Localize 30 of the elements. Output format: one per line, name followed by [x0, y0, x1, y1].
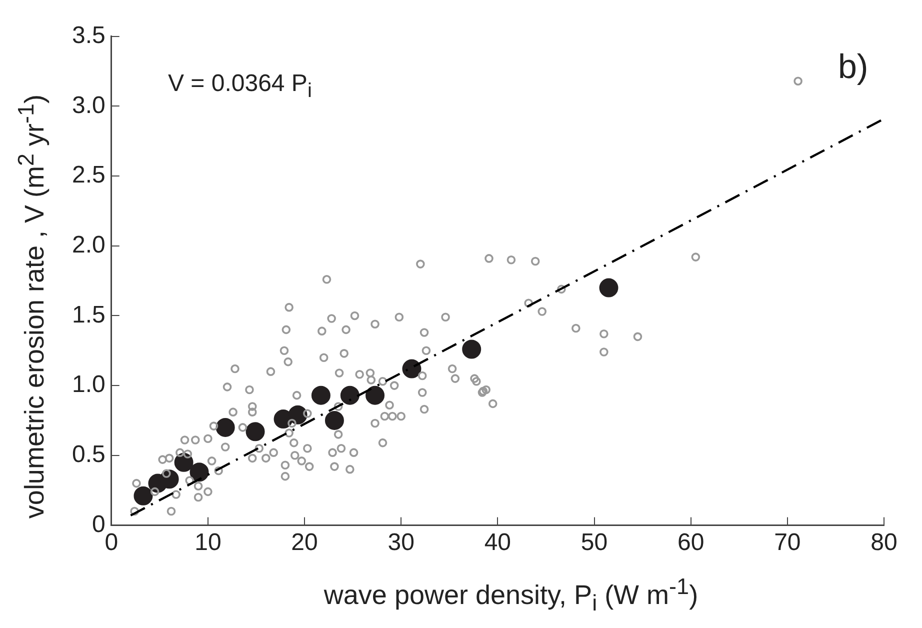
x-tick-label: 80 [870, 529, 898, 556]
y-tick-label: 3.5 [72, 22, 106, 50]
y-tick-label: 0 [92, 510, 106, 538]
annotation: b) [838, 48, 868, 87]
annotation: V = 0.0364 P$_{i}$ [168, 70, 312, 103]
x-tick-label: 70 [774, 529, 801, 556]
point [324, 410, 344, 430]
point [216, 418, 235, 437]
x-axis-title: wave power density, P$_{i}$ (W m$^{-1}$) [322, 574, 700, 616]
x-tick-label: 20 [291, 529, 318, 556]
point [402, 359, 422, 378]
x-tick-label: 60 [677, 529, 704, 556]
y-tick-label: 1.5 [72, 301, 106, 328]
x-tick-label: 40 [484, 529, 512, 556]
point [599, 278, 618, 298]
y-tick-label: 3.0 [72, 92, 106, 119]
point [311, 386, 330, 405]
point [340, 386, 360, 405]
x-tick-label: 50 [580, 529, 608, 556]
x-tick-label: 30 [388, 529, 414, 556]
point [366, 386, 385, 405]
point [462, 340, 482, 359]
point [246, 422, 265, 442]
y-tick-label: 2.5 [72, 162, 106, 189]
x-tick-label: 10 [194, 529, 222, 556]
y-tick-label: 1.0 [72, 371, 106, 398]
point [190, 462, 209, 482]
point [134, 486, 153, 506]
y-tick-label: 2.0 [72, 232, 106, 259]
y-tick-label: 0.5 [72, 440, 106, 468]
